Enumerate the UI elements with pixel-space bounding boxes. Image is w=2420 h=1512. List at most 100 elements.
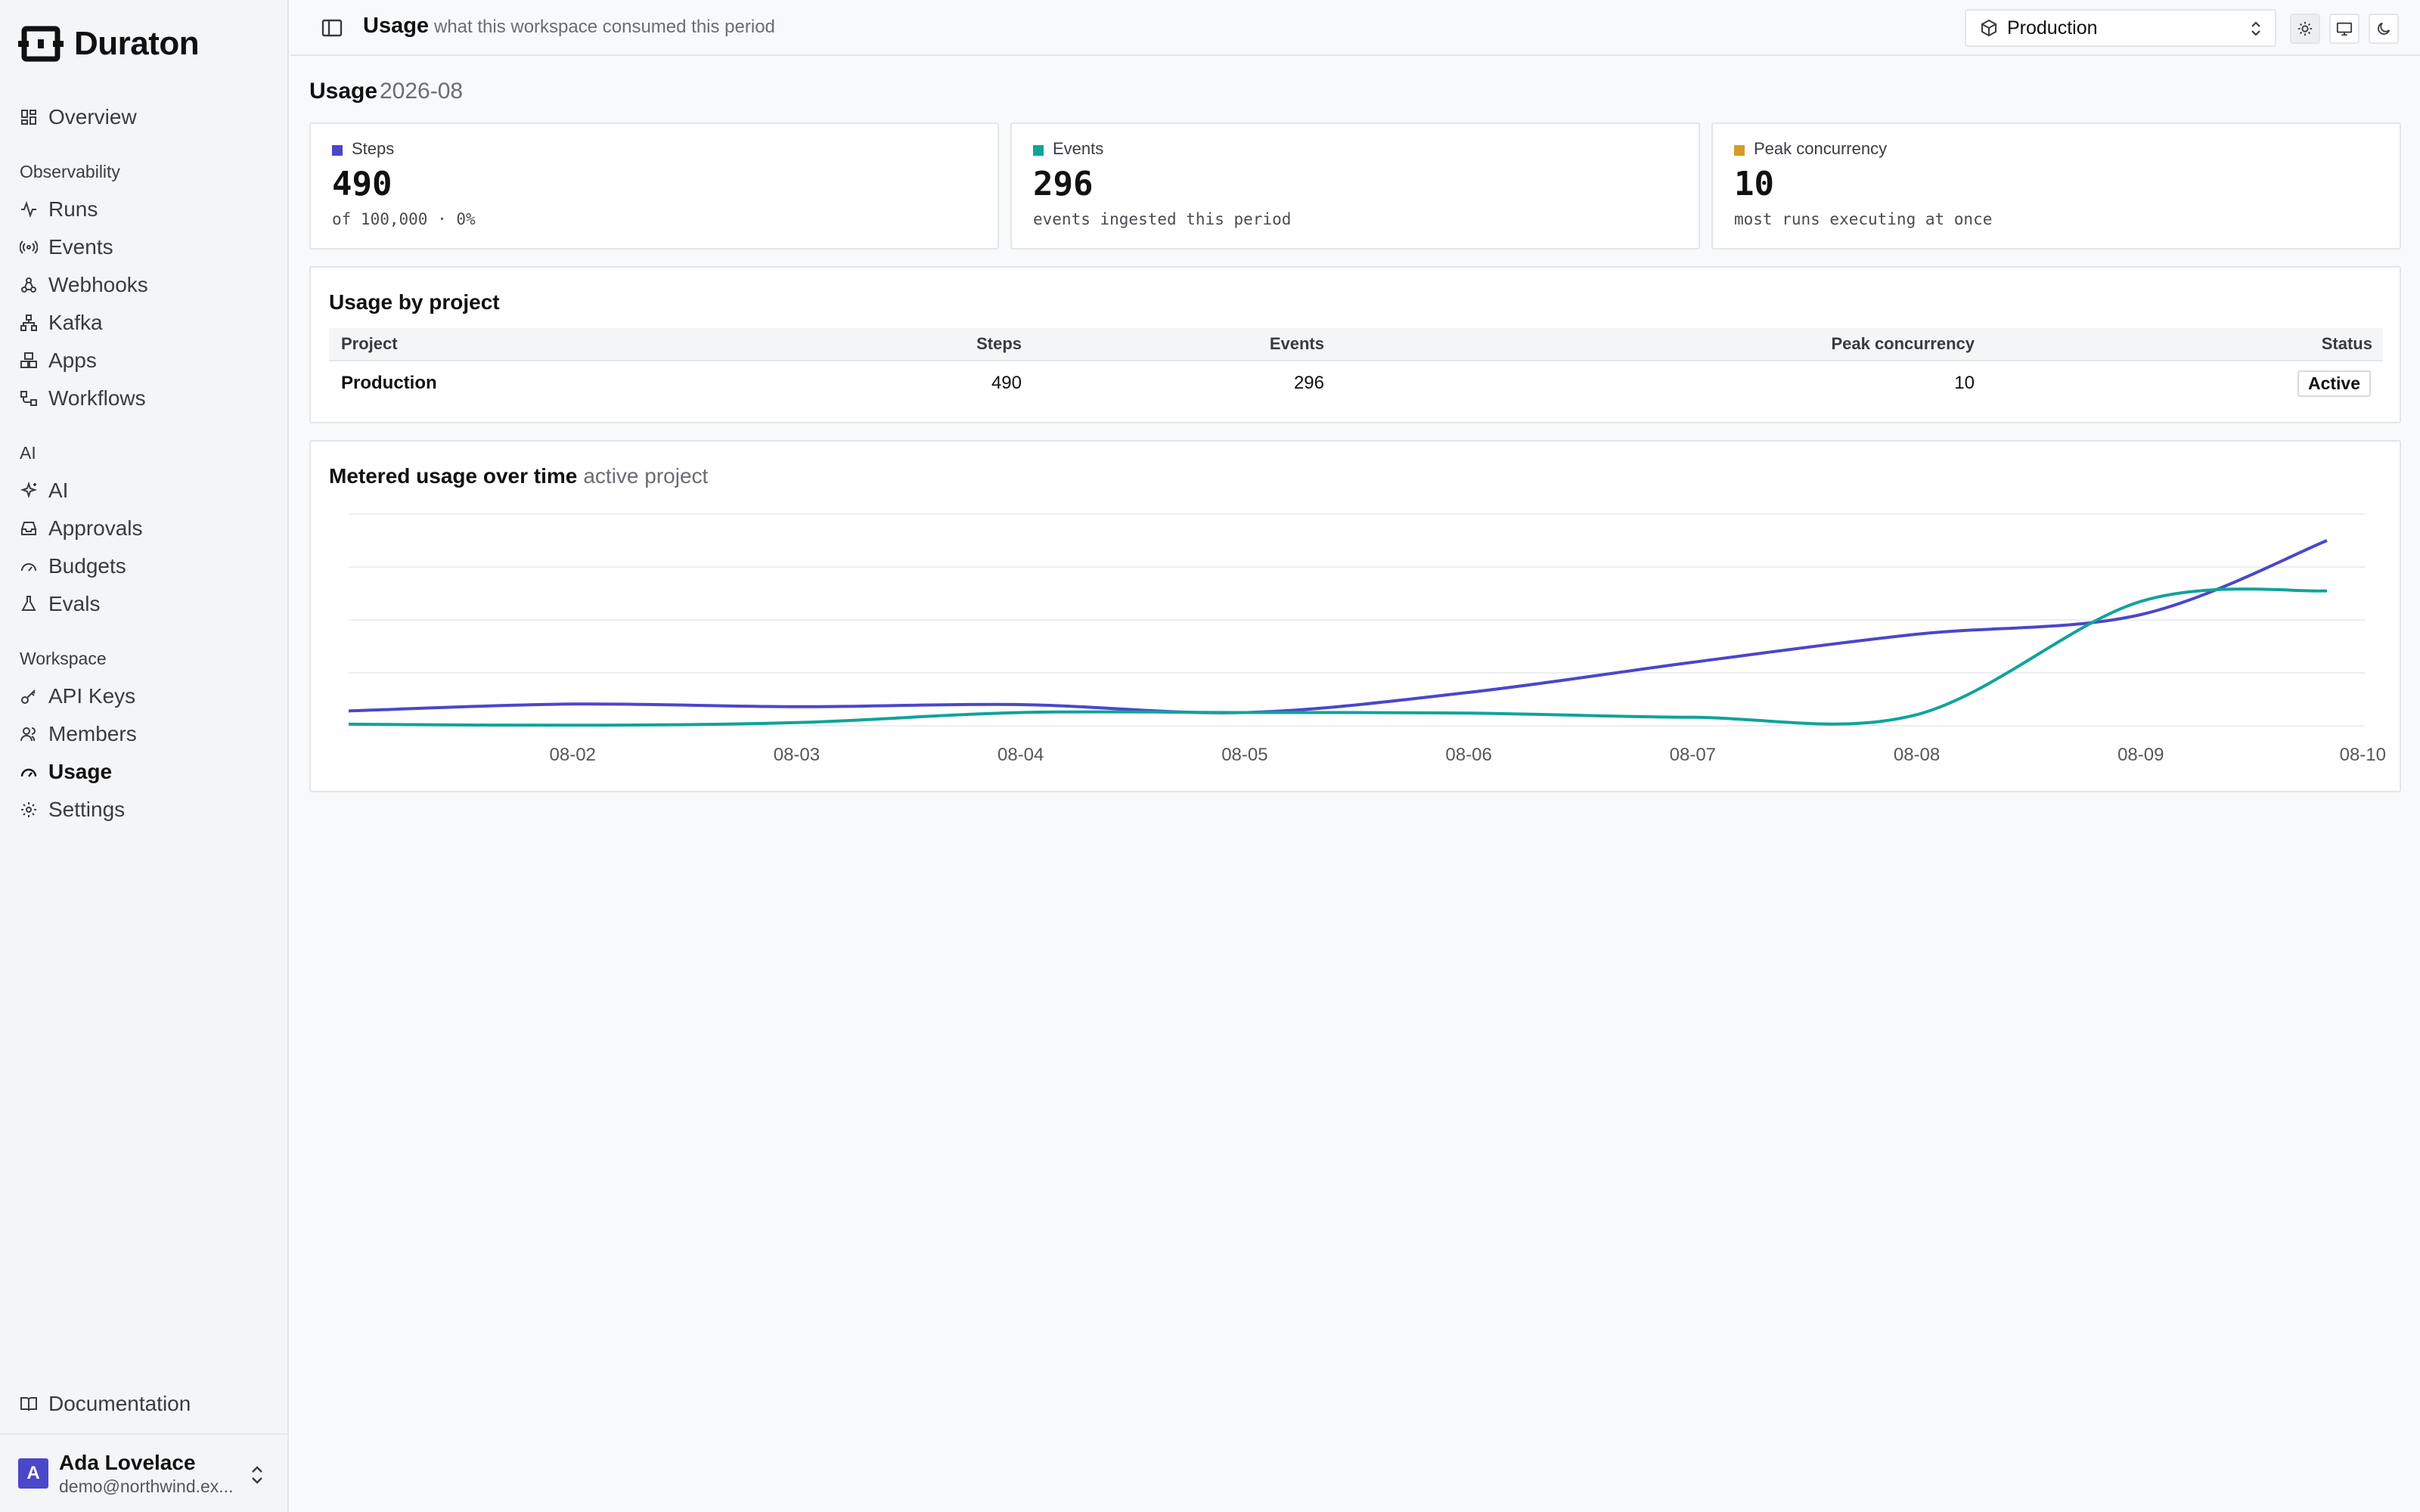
sidebar-item-ai[interactable]: AI bbox=[0, 472, 287, 510]
sidebar-item-label: Budgets bbox=[48, 554, 126, 578]
stat-card-events: Events 296 events ingested this period bbox=[1010, 122, 1700, 249]
documentation-link-wrap: Documentation bbox=[0, 1385, 287, 1423]
series-line-1 bbox=[348, 587, 2328, 727]
stat-value: 490 bbox=[332, 165, 392, 203]
workflow-icon bbox=[20, 389, 38, 407]
sidebar-item-overview[interactable]: Overview bbox=[0, 98, 287, 136]
chart-title: Metered usage over time bbox=[329, 464, 578, 488]
flask-icon bbox=[20, 595, 38, 613]
activity-icon bbox=[20, 200, 38, 218]
usage-period: 2026-08 bbox=[380, 79, 464, 104]
documentation-link[interactable]: Documentation bbox=[0, 1385, 287, 1423]
stat-card-peak-concurrency: Peak concurrency 10 most runs executing … bbox=[1711, 122, 2401, 249]
table-header: Project Steps Events Peak concurrency St… bbox=[329, 328, 2383, 361]
sidebar-item-label: API Keys bbox=[48, 684, 136, 708]
section-label-workspace: Workspace bbox=[20, 648, 107, 668]
sidebar-item-label: Apps bbox=[48, 349, 97, 372]
x-tick-label: 08-03 bbox=[774, 745, 820, 765]
status-badge: Active bbox=[2297, 370, 2371, 397]
sidebar-item-label: Workflows bbox=[48, 386, 146, 410]
theme-system-button[interactable] bbox=[2329, 14, 2360, 44]
gear-icon bbox=[20, 801, 38, 819]
sidebar-item-budgets[interactable]: Budgets bbox=[0, 547, 287, 585]
series-swatch bbox=[332, 145, 343, 156]
sidebar-item-evals[interactable]: Evals bbox=[0, 585, 287, 623]
brand-logo[interactable]: Duraton bbox=[18, 23, 200, 65]
cell-peak-concurrency: 10 bbox=[1954, 373, 1975, 393]
x-tick-label: 08-07 bbox=[1670, 745, 1716, 765]
user-name: Ada Lovelace bbox=[59, 1450, 196, 1474]
cell-events: 296 bbox=[1293, 373, 1324, 393]
section-label-observability: Observability bbox=[20, 161, 120, 181]
section-label-ai: AI bbox=[20, 442, 36, 463]
sidebar-item-label: Overview bbox=[48, 105, 137, 129]
sidebar-item-events[interactable]: Events bbox=[0, 228, 287, 266]
panel-title: Metered usage over time active project bbox=[329, 464, 708, 488]
user-menu[interactable]: A Ada Lovelace demo@northwind.ex... bbox=[0, 1433, 287, 1512]
page-title: Usage bbox=[363, 14, 430, 38]
sidebar-item-runs[interactable]: Runs bbox=[0, 191, 287, 228]
book-icon bbox=[20, 1395, 38, 1413]
boxes-icon bbox=[20, 352, 38, 370]
sidebar-item-members[interactable]: Members bbox=[0, 715, 287, 753]
stat-label: Events bbox=[1053, 139, 1104, 158]
series-line-0 bbox=[348, 539, 2328, 714]
sidebar-item-label: Events bbox=[48, 235, 113, 259]
stat-value: 10 bbox=[1734, 165, 1774, 203]
sidebar-item-webhooks[interactable]: Webhooks bbox=[0, 266, 287, 304]
sidebar-item-approvals[interactable]: Approvals bbox=[0, 510, 287, 547]
table-row[interactable]: Production 490 296 10 Active bbox=[329, 363, 2383, 404]
project-selector[interactable]: Production bbox=[1965, 9, 2276, 47]
cell-project: Production bbox=[341, 373, 437, 393]
chevrons-up-down-icon bbox=[248, 1464, 266, 1486]
stat-label: Steps bbox=[352, 139, 395, 158]
cell-steps: 490 bbox=[991, 373, 1022, 393]
sidebar: Duraton Overview Observability Runs Even… bbox=[0, 0, 289, 1512]
users-icon bbox=[20, 725, 38, 743]
sidebar-item-kafka[interactable]: Kafka bbox=[0, 304, 287, 342]
theme-dark-button[interactable] bbox=[2369, 14, 2399, 44]
sidebar-item-workflows[interactable]: Workflows bbox=[0, 380, 287, 417]
duraton-logo-icon bbox=[18, 24, 64, 64]
sidebar-toggle-icon[interactable] bbox=[321, 17, 343, 39]
sidebar-item-label: Usage bbox=[48, 760, 113, 783]
chart-subtitle: active project bbox=[583, 464, 709, 488]
stat-card-steps: Steps 490 of 100,000 · 0% bbox=[309, 122, 999, 249]
project-selector-value: Production bbox=[2007, 17, 2098, 39]
sidebar-item-settings[interactable]: Settings bbox=[0, 791, 287, 829]
sidebar-item-label: Evals bbox=[48, 592, 101, 615]
column-header-status: Status bbox=[2321, 334, 2372, 353]
theme-light-button[interactable] bbox=[2290, 14, 2320, 44]
sidebar-item-apps[interactable]: Apps bbox=[0, 342, 287, 380]
metered-usage-panel: Metered usage over time active project 08… bbox=[309, 440, 2401, 792]
radio-icon bbox=[20, 238, 38, 256]
panel-title: Usage by project bbox=[329, 290, 500, 314]
inbox-icon bbox=[20, 519, 38, 538]
chevrons-up-down-icon bbox=[2248, 19, 2264, 39]
sidebar-item-label: AI bbox=[48, 479, 69, 502]
top-bar: Usage what this workspace consumed this … bbox=[290, 0, 2420, 56]
moon-icon bbox=[2378, 22, 2391, 35]
user-email: demo@northwind.ex... bbox=[59, 1476, 234, 1496]
documentation-label: Documentation bbox=[48, 1392, 191, 1415]
sidebar-item-label: Webhooks bbox=[48, 273, 148, 296]
avatar: A bbox=[18, 1458, 48, 1489]
sidebar-item-api-keys[interactable]: API Keys bbox=[0, 677, 287, 715]
sidebar-item-usage[interactable]: Usage bbox=[0, 753, 287, 791]
series-swatch bbox=[1734, 145, 1745, 156]
series-swatch bbox=[1033, 145, 1044, 156]
user-info: Ada Lovelace demo@northwind.ex... bbox=[59, 1451, 233, 1497]
x-tick-label: 08-09 bbox=[2118, 745, 2164, 765]
sidebar-item-label: Members bbox=[48, 722, 137, 745]
key-icon bbox=[20, 687, 38, 705]
sun-icon bbox=[2297, 21, 2313, 36]
stat-label: Peak concurrency bbox=[1754, 139, 1888, 158]
stat-note: events ingested this period bbox=[1033, 210, 1292, 228]
page-subtitle: what this workspace consumed this period bbox=[434, 17, 775, 37]
usage-heading: Usage bbox=[309, 79, 378, 104]
x-tick-label: 08-04 bbox=[997, 745, 1044, 765]
sidebar-item-label: Approvals bbox=[48, 516, 143, 540]
sidebar-item-label: Runs bbox=[48, 197, 98, 221]
x-tick-label: 08-05 bbox=[1221, 745, 1267, 765]
brand-name: Duraton bbox=[74, 25, 200, 62]
